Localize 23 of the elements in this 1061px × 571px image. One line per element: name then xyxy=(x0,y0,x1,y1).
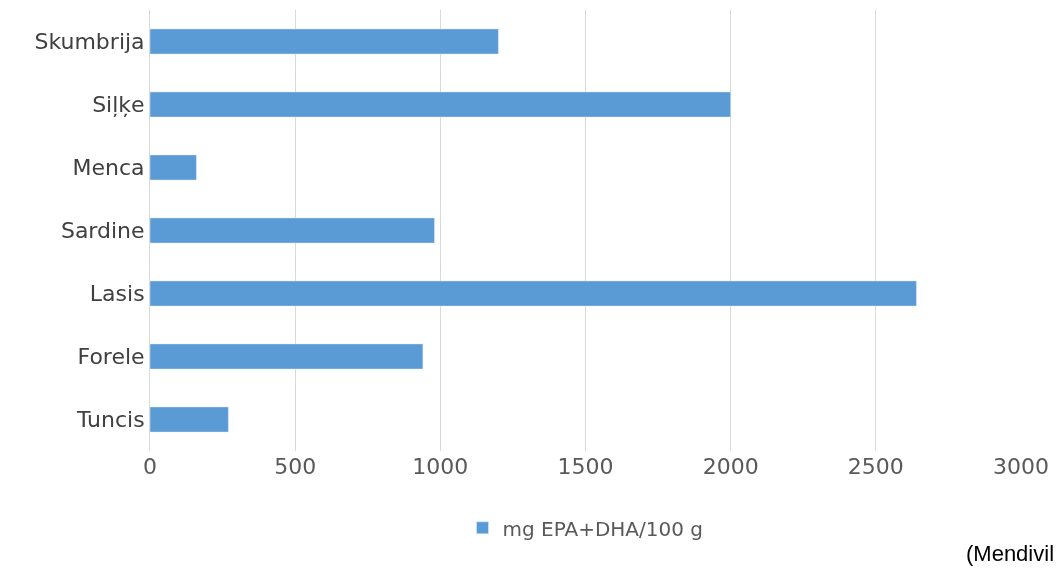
text: (Mendivil xyxy=(966,541,1055,566)
bar xyxy=(150,343,424,370)
bar xyxy=(150,406,229,433)
x-tick-label: 1000 xyxy=(412,454,469,479)
x-tick-label: 0 xyxy=(143,454,157,479)
y-tick-label: Forele xyxy=(77,344,145,370)
x-tick-label: 2000 xyxy=(702,454,759,479)
x-tick-label: 2500 xyxy=(847,454,904,479)
bar xyxy=(150,91,731,118)
y-tick-label: Menca xyxy=(72,155,145,181)
legend-label: mg EPA+DHA/100 g xyxy=(502,516,703,541)
x-tick-label: 3000 xyxy=(993,454,1049,479)
bar xyxy=(150,280,917,307)
y-tick-label: Tuncis xyxy=(75,407,145,433)
bar xyxy=(150,154,197,181)
y-tick-label: Skumbrija xyxy=(34,29,145,55)
bar xyxy=(150,28,499,55)
y-tick-label: Sardine xyxy=(60,218,145,244)
x-tick-label: 1500 xyxy=(557,454,614,479)
y-tick-label: Lasis xyxy=(89,281,145,307)
bar xyxy=(150,217,435,244)
x-tick-label: 500 xyxy=(274,454,317,479)
y-tick-label: Siļķe xyxy=(92,92,145,118)
